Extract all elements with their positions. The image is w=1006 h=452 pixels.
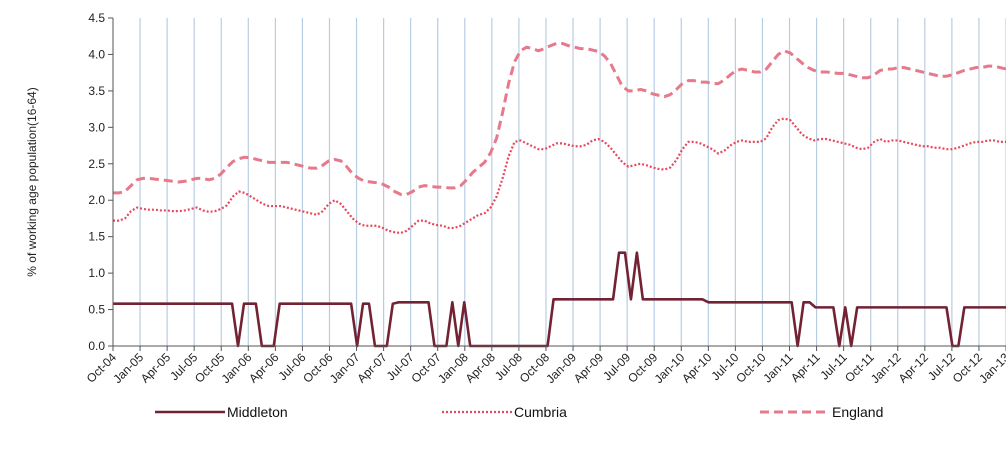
legend-label: Middleton (227, 404, 288, 420)
x-tick-label: Apr-05 (138, 350, 174, 386)
legend-label: Cumbria (514, 404, 567, 420)
legend: Middleton Cumbria England (155, 404, 883, 420)
y-tick-labels: 0.0 0.5 1.0 1.5 2.0 2.5 3.0 3.5 4.0 4.5 (88, 11, 113, 353)
y-tick-label: 0.5 (88, 303, 105, 317)
x-tick-label: Jan-08 (435, 350, 471, 386)
x-tick-label: Apr-10 (679, 350, 715, 386)
y-tick-label: 4.0 (88, 47, 105, 61)
x-tick-label: Apr-12 (896, 350, 932, 386)
x-tick-label: Apr-09 (571, 350, 607, 386)
x-tick-labels: Oct-04Jan-05Apr-05Jul-05Oct-05Jan-06Apr-… (84, 346, 1006, 386)
series-line-middleton (113, 251, 1006, 348)
y-tick-label: 3.0 (88, 120, 105, 134)
y-axis-title: % of working age population(16-64) (25, 87, 39, 276)
x-tick-label: Apr-07 (354, 350, 390, 386)
x-tick-label: Apr-06 (246, 350, 282, 386)
x-tick-label: Jan-09 (543, 350, 579, 386)
y-tick-label: 3.5 (88, 84, 105, 98)
y-tick-label: 4.5 (88, 11, 105, 25)
axes (112, 18, 1006, 347)
legend-label: England (832, 404, 883, 420)
y-tick-label: 1.0 (88, 266, 105, 280)
y-tick-label: 1.5 (88, 230, 105, 244)
x-tick-label: Oct-10 (733, 350, 769, 386)
y-tick-label: 2.5 (88, 157, 105, 171)
x-tick-label: Jan-13 (976, 350, 1006, 386)
x-tick-label: Jan-06 (219, 350, 255, 386)
vertical-gridlines (139, 18, 1006, 346)
series-lines (113, 42, 1006, 348)
y-tick-label: 0.0 (88, 339, 105, 353)
x-tick-label: Jan-12 (868, 350, 904, 386)
series-line-cumbria (113, 117, 1006, 235)
x-tick-label: Apr-11 (788, 350, 823, 385)
x-tick-label: Jan-07 (327, 350, 363, 386)
x-tick-label: Jan-11 (760, 350, 795, 385)
x-tick-label: Jan-05 (110, 350, 146, 386)
x-tick-label: Apr-08 (463, 350, 499, 386)
x-tick-label: Jan-10 (652, 350, 688, 386)
series-line-england (113, 42, 1006, 196)
y-tick-label: 2.0 (88, 193, 105, 207)
